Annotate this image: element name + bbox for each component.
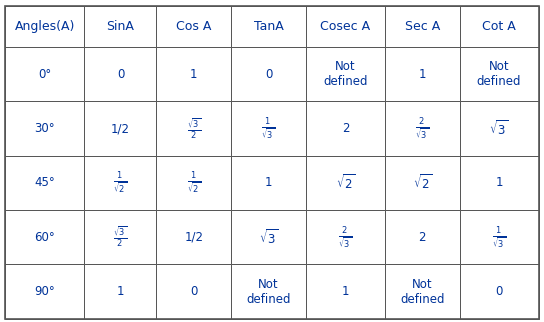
- Bar: [460, 156, 539, 210]
- Text: SinA: SinA: [107, 20, 134, 33]
- Bar: [5, 6, 84, 47]
- Text: $\frac{2}{\sqrt{3}}$: $\frac{2}{\sqrt{3}}$: [415, 116, 429, 141]
- Text: 0: 0: [496, 285, 503, 298]
- Bar: [84, 6, 157, 47]
- Bar: [5, 47, 84, 101]
- Text: 0: 0: [117, 68, 124, 81]
- Bar: [157, 101, 231, 156]
- Text: 1/2: 1/2: [184, 231, 203, 244]
- Text: 1: 1: [342, 285, 349, 298]
- Bar: [5, 210, 84, 264]
- Text: $\frac{1}{\sqrt{2}}$: $\frac{1}{\sqrt{2}}$: [187, 171, 201, 195]
- Text: $\sqrt{3}$: $\sqrt{3}$: [490, 119, 509, 138]
- Text: $\frac{2}{\sqrt{3}}$: $\frac{2}{\sqrt{3}}$: [338, 225, 353, 250]
- Text: Not
defined: Not defined: [477, 60, 521, 88]
- Text: $\sqrt{3}$: $\sqrt{3}$: [259, 228, 278, 247]
- Text: 1: 1: [496, 176, 503, 189]
- Bar: [385, 6, 460, 47]
- Text: Not
defined: Not defined: [400, 278, 444, 306]
- Text: 1: 1: [418, 68, 426, 81]
- Bar: [84, 101, 157, 156]
- Text: 0°: 0°: [38, 68, 52, 81]
- Bar: [460, 101, 539, 156]
- Bar: [385, 264, 460, 319]
- Bar: [306, 47, 385, 101]
- Bar: [231, 156, 306, 210]
- Bar: [231, 210, 306, 264]
- Bar: [460, 264, 539, 319]
- Bar: [460, 47, 539, 101]
- Text: 60°: 60°: [35, 231, 55, 244]
- Text: $\frac{1}{\sqrt{3}}$: $\frac{1}{\sqrt{3}}$: [262, 116, 276, 141]
- Text: $\sqrt{2}$: $\sqrt{2}$: [336, 174, 355, 192]
- Text: $\frac{1}{\sqrt{2}}$: $\frac{1}{\sqrt{2}}$: [113, 171, 127, 195]
- Bar: [231, 264, 306, 319]
- Bar: [306, 264, 385, 319]
- Bar: [157, 264, 231, 319]
- Text: 45°: 45°: [35, 176, 55, 189]
- Bar: [84, 156, 157, 210]
- Text: 2: 2: [418, 231, 426, 244]
- Text: 1: 1: [117, 285, 124, 298]
- Text: Cos A: Cos A: [176, 20, 212, 33]
- Bar: [231, 47, 306, 101]
- Bar: [157, 6, 231, 47]
- Bar: [460, 6, 539, 47]
- Text: Not
defined: Not defined: [246, 278, 291, 306]
- Bar: [5, 101, 84, 156]
- Text: 30°: 30°: [35, 122, 55, 135]
- Text: 0: 0: [265, 68, 272, 81]
- Bar: [306, 101, 385, 156]
- Bar: [231, 6, 306, 47]
- Text: $\sqrt{2}$: $\sqrt{2}$: [412, 174, 432, 192]
- Bar: [157, 156, 231, 210]
- Bar: [460, 210, 539, 264]
- Bar: [157, 47, 231, 101]
- Bar: [231, 101, 306, 156]
- Bar: [306, 156, 385, 210]
- Text: Cosec A: Cosec A: [320, 20, 370, 33]
- Bar: [306, 6, 385, 47]
- Text: 1/2: 1/2: [111, 122, 130, 135]
- Text: 0: 0: [190, 285, 197, 298]
- Bar: [5, 264, 84, 319]
- Text: Sec A: Sec A: [405, 20, 440, 33]
- Bar: [84, 210, 157, 264]
- Text: $\frac{\sqrt{3}}{2}$: $\frac{\sqrt{3}}{2}$: [113, 225, 127, 250]
- Text: 90°: 90°: [35, 285, 55, 298]
- Bar: [157, 210, 231, 264]
- Text: Cot A: Cot A: [482, 20, 516, 33]
- Bar: [385, 210, 460, 264]
- Text: Angles(A): Angles(A): [15, 20, 75, 33]
- Bar: [5, 156, 84, 210]
- Text: 1: 1: [265, 176, 273, 189]
- Text: 2: 2: [342, 122, 349, 135]
- Text: $\frac{\sqrt{3}}{2}$: $\frac{\sqrt{3}}{2}$: [187, 117, 201, 141]
- Bar: [306, 210, 385, 264]
- Text: TanA: TanA: [254, 20, 283, 33]
- Text: Not
defined: Not defined: [323, 60, 368, 88]
- Bar: [385, 101, 460, 156]
- Bar: [84, 47, 157, 101]
- Bar: [84, 264, 157, 319]
- Bar: [385, 156, 460, 210]
- Text: $\frac{1}{\sqrt{3}}$: $\frac{1}{\sqrt{3}}$: [492, 225, 506, 250]
- Bar: [385, 47, 460, 101]
- Text: 1: 1: [190, 68, 197, 81]
